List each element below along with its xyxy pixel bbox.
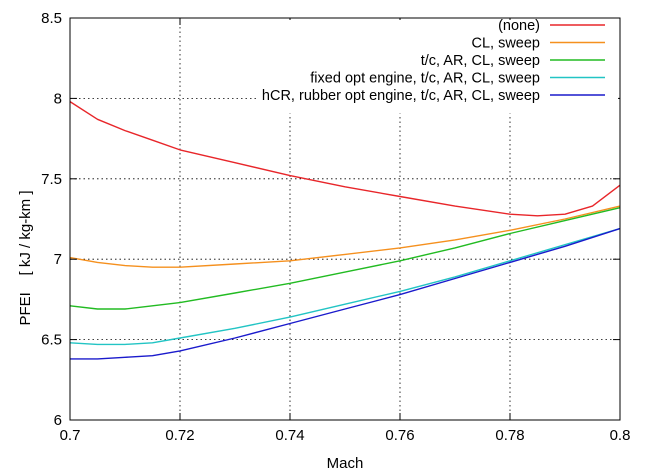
y-tick-label: 7.5: [41, 171, 62, 188]
y-tick-label: 8.5: [41, 10, 62, 27]
x-axis-label: Mach: [327, 455, 364, 470]
legend-label: fixed opt engine, t/c, AR, CL, sweep: [310, 71, 540, 87]
series-line: [70, 227, 621, 360]
series-line: [69, 205, 621, 268]
x-tick-label: 0.76: [385, 427, 414, 444]
x-tick-label: 0.7: [60, 427, 81, 444]
series-line: [69, 227, 621, 346]
x-tick-label: 0.74: [275, 427, 304, 444]
x-tick-label: 0.78: [495, 427, 524, 444]
legend-label: t/c, AR, CL, sweep: [421, 53, 540, 69]
x-tick-label: 0.72: [165, 427, 194, 444]
plot-frame: [69, 17, 621, 421]
axis-ticks: 0.7 0.72 0.74 0.76 0.78 0.8 6 6.5 7 7.5 8 8.5: [41, 10, 630, 444]
y-tick-label: 6: [54, 412, 62, 429]
legend-label: hCR, rubber opt engine, t/c, AR, CL, swe…: [262, 88, 540, 104]
y-tick-label: 7: [54, 251, 62, 268]
y-axis-label: PFEI [ kJ / kg-km ]: [17, 190, 34, 325]
legend-background: [257, 20, 618, 114]
legend-label: (none): [498, 18, 540, 34]
y-tick-label: 8: [54, 90, 62, 107]
legend-label: CL, sweep: [471, 36, 540, 52]
x-tick-label: 0.8: [610, 427, 631, 444]
series-line: [69, 101, 621, 217]
y-tick-label: 6.5: [41, 332, 62, 349]
series-lines: [69, 101, 621, 360]
series-line: [69, 207, 621, 310]
